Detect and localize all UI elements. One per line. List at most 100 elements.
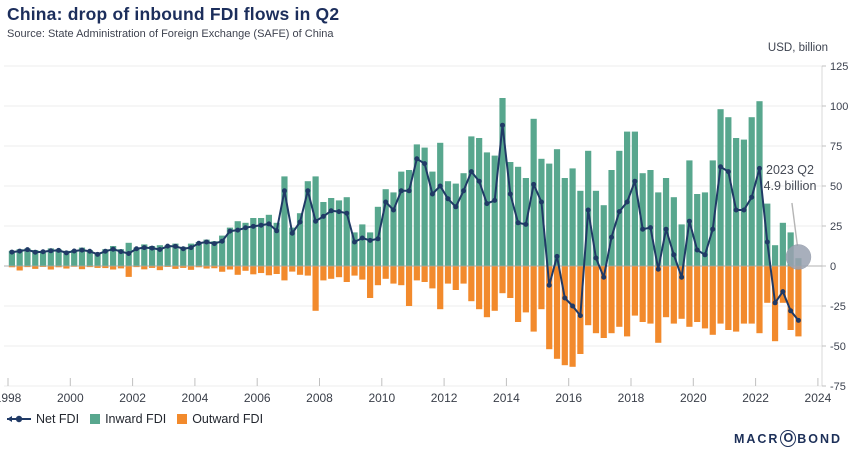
- macrobond-logo: MACR O BOND: [734, 430, 842, 447]
- net-fdi-point: [585, 207, 591, 213]
- inward-fdi-bar: [359, 224, 366, 266]
- inward-fdi-bar: [779, 222, 786, 266]
- inward-fdi-bar: [78, 247, 86, 266]
- outward-fdi-bar: [522, 266, 529, 313]
- outward-fdi-bar: [694, 266, 701, 322]
- outward-fdi-bar: [460, 266, 467, 284]
- inward-fdi-bar: [569, 168, 576, 266]
- y-tick-label: 50: [830, 181, 842, 193]
- logo-text: MACR: [733, 431, 780, 446]
- net-fdi-point: [640, 226, 646, 232]
- inward-fdi-bar: [219, 235, 226, 266]
- outward-fdi-bar: [320, 266, 327, 281]
- inward-fdi-bar: [756, 101, 763, 266]
- outward-fdi-bar: [187, 266, 195, 270]
- net-fdi-point: [235, 227, 241, 233]
- net-fdi-point: [32, 249, 38, 255]
- outward-fdi-bar: [133, 266, 140, 268]
- outward-fdi-bar: [413, 266, 420, 281]
- inward-fdi-bar: [141, 244, 148, 266]
- net-fdi-point: [227, 228, 233, 234]
- net-fdi-point: [647, 225, 653, 231]
- inward-fdi-bar: [740, 139, 748, 266]
- outward-fdi-bar: [452, 266, 459, 290]
- net-fdi-point: [546, 282, 552, 288]
- y-tick-label: 0: [830, 261, 836, 273]
- inward-fdi-bar: [71, 250, 78, 266]
- inward-fdi-bar: [110, 246, 117, 266]
- net-fdi-point: [718, 164, 724, 170]
- net-fdi-point: [305, 188, 311, 194]
- inward-fdi-bar: [530, 118, 537, 266]
- net-fdi-point: [367, 237, 373, 243]
- inward-fdi-bar: [172, 243, 179, 266]
- inward-fdi-bar: [662, 178, 670, 266]
- net-fdi-point: [531, 181, 537, 187]
- net-fdi-point: [289, 230, 295, 236]
- inward-fdi-bar: [717, 109, 724, 266]
- net-fdi-point: [79, 247, 85, 253]
- callout-line: [791, 202, 799, 247]
- net-fdi-point: [570, 303, 576, 309]
- net-fdi-point: [468, 169, 474, 175]
- outward-fdi-bar: [141, 266, 148, 270]
- net-fdi-point: [492, 197, 498, 203]
- net-fdi-point: [562, 295, 568, 301]
- inward-fdi-bar: [437, 142, 444, 266]
- inward-fdi-bar: [8, 250, 15, 266]
- inward-fdi-bar: [678, 224, 685, 266]
- net-fdi-point: [17, 248, 23, 254]
- inward-fdi-bar: [296, 213, 304, 266]
- outward-fdi-bar: [78, 266, 86, 270]
- inward-fdi-bar: [257, 218, 265, 266]
- inward-fdi-bar: [748, 117, 755, 266]
- net-fdi-point: [172, 243, 178, 249]
- outward-fdi-bar: [382, 266, 389, 279]
- outward-fdi-bar: [662, 266, 670, 318]
- inward-fdi-bar: [608, 170, 615, 266]
- outward-fdi-bar: [733, 266, 740, 332]
- inward-fdi-bar: [670, 197, 677, 266]
- inward-fdi-bar: [195, 242, 202, 266]
- outward-fdi-bar: [779, 266, 786, 303]
- outward-fdi-bar: [203, 266, 210, 269]
- inward-fdi-bar: [647, 170, 654, 266]
- x-tick-label: 2018: [618, 391, 645, 405]
- outward-fdi-bar: [740, 266, 748, 324]
- outward-fdi-bar: [600, 266, 607, 338]
- net-fdi-point: [110, 246, 116, 252]
- net-fdi-point: [679, 274, 685, 280]
- x-tick-label: 2014: [493, 391, 520, 405]
- inward-fdi-bar: [592, 190, 600, 266]
- x-tick-label: 1998: [0, 391, 22, 405]
- y-tick-label: 100: [830, 101, 848, 113]
- inward-fdi-bar: [499, 98, 506, 266]
- inward-fdi-bar: [180, 246, 187, 266]
- outward-fdi-bar: [748, 266, 755, 324]
- x-tick-label: 2002: [119, 391, 146, 405]
- outward-fdi-bar: [265, 266, 272, 276]
- outward-fdi-bar: [304, 266, 311, 276]
- inward-fdi-bar: [289, 227, 296, 266]
- inward-fdi-bar: [514, 166, 522, 266]
- inward-fdi-bar: [351, 232, 358, 266]
- net-fdi-point: [500, 122, 506, 128]
- net-fdi-line: [9, 122, 801, 323]
- outward-fdi-bar: [296, 266, 304, 275]
- outward-fdi-bar: [24, 266, 31, 268]
- net-fdi-point: [538, 199, 544, 205]
- net-fdi-point: [180, 246, 186, 252]
- net-fdi-point: [445, 196, 451, 202]
- inward-fdi-bar: [133, 247, 140, 266]
- inward-fdi-bar: [483, 152, 491, 266]
- outward-fdi-bar: [102, 266, 109, 269]
- outward-fdi-bar: [592, 266, 600, 334]
- inward-fdi-bar: [86, 250, 93, 266]
- logo-o-ring-icon: O: [780, 430, 797, 447]
- outward-fdi-bar: [242, 266, 249, 271]
- inward-fdi-bar: [281, 176, 288, 266]
- outward-fdi-bar: [764, 266, 771, 303]
- inward-fdi-bar: [631, 131, 638, 266]
- outward-fdi-bar: [63, 266, 70, 269]
